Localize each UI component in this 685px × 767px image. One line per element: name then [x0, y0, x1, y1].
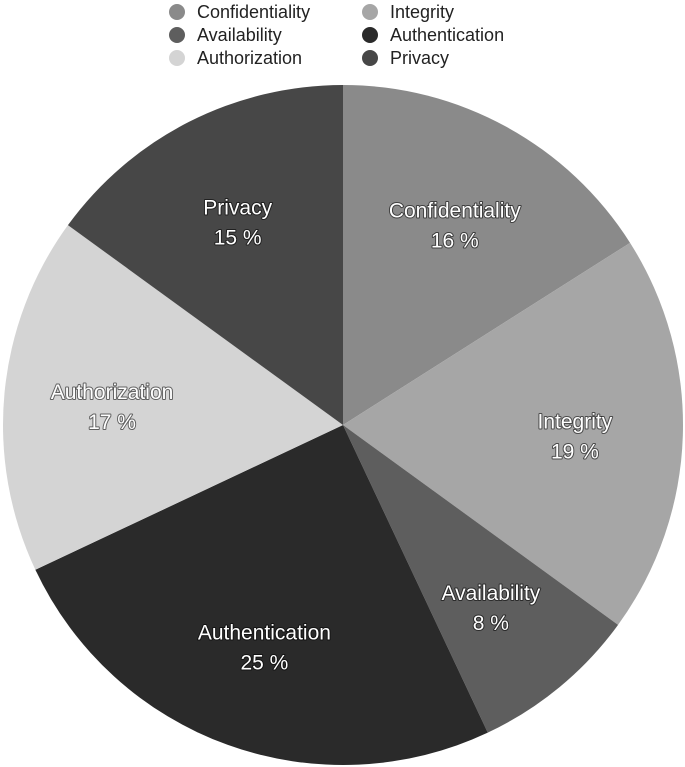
slice-label-confidentiality: Confidentiality [389, 200, 521, 223]
pie-slice-availability [343, 425, 619, 733]
pie-slices [3, 85, 683, 765]
legend-marker-availability [169, 27, 185, 43]
legend-marker-authorization [169, 50, 185, 66]
legend-label-confidentiality: Confidentiality [197, 2, 310, 22]
slice-value-authorization: 17 % [88, 411, 136, 434]
legend-marker-confidentiality [169, 4, 185, 20]
slice-value-authentication: 25 % [240, 651, 288, 674]
chart-legend: Confidentiality Integrity Availability Auth… [169, 2, 504, 68]
slice-label-authentication: Authentication [198, 621, 331, 644]
legend-marker-integrity [362, 4, 378, 20]
slice-label-authorization: Authorization [51, 381, 174, 404]
legend-marker-authentication [362, 27, 378, 43]
slice-value-integrity: 19 % [551, 440, 599, 463]
slice-label-privacy: Privacy [203, 196, 272, 219]
legend-label-authorization: Authorization [197, 48, 302, 68]
legend-label-integrity: Integrity [390, 2, 454, 22]
legend-label-availability: Availability [197, 25, 282, 45]
slice-value-confidentiality: 16 % [431, 230, 479, 253]
pie-slice-authentication [35, 425, 488, 765]
slice-label-availability: Availability [441, 582, 540, 605]
pie-slice-privacy [67, 85, 344, 425]
slice-value-privacy: 15 % [214, 226, 262, 249]
slice-label-integrity: Integrity [538, 410, 613, 433]
slice-value-availability: 8 % [473, 612, 509, 635]
pie-labels: Confidentiality 16 % Integrity 19 % Availabi… [50, 195, 614, 675]
pie-slice-confidentiality [343, 85, 631, 425]
legend-marker-privacy [362, 50, 378, 66]
pie-slice-authorization [3, 225, 344, 570]
legend-label-privacy: Privacy [390, 48, 449, 68]
legend-label-authentication: Authentication [390, 25, 504, 45]
pie-slice-integrity [343, 242, 683, 625]
